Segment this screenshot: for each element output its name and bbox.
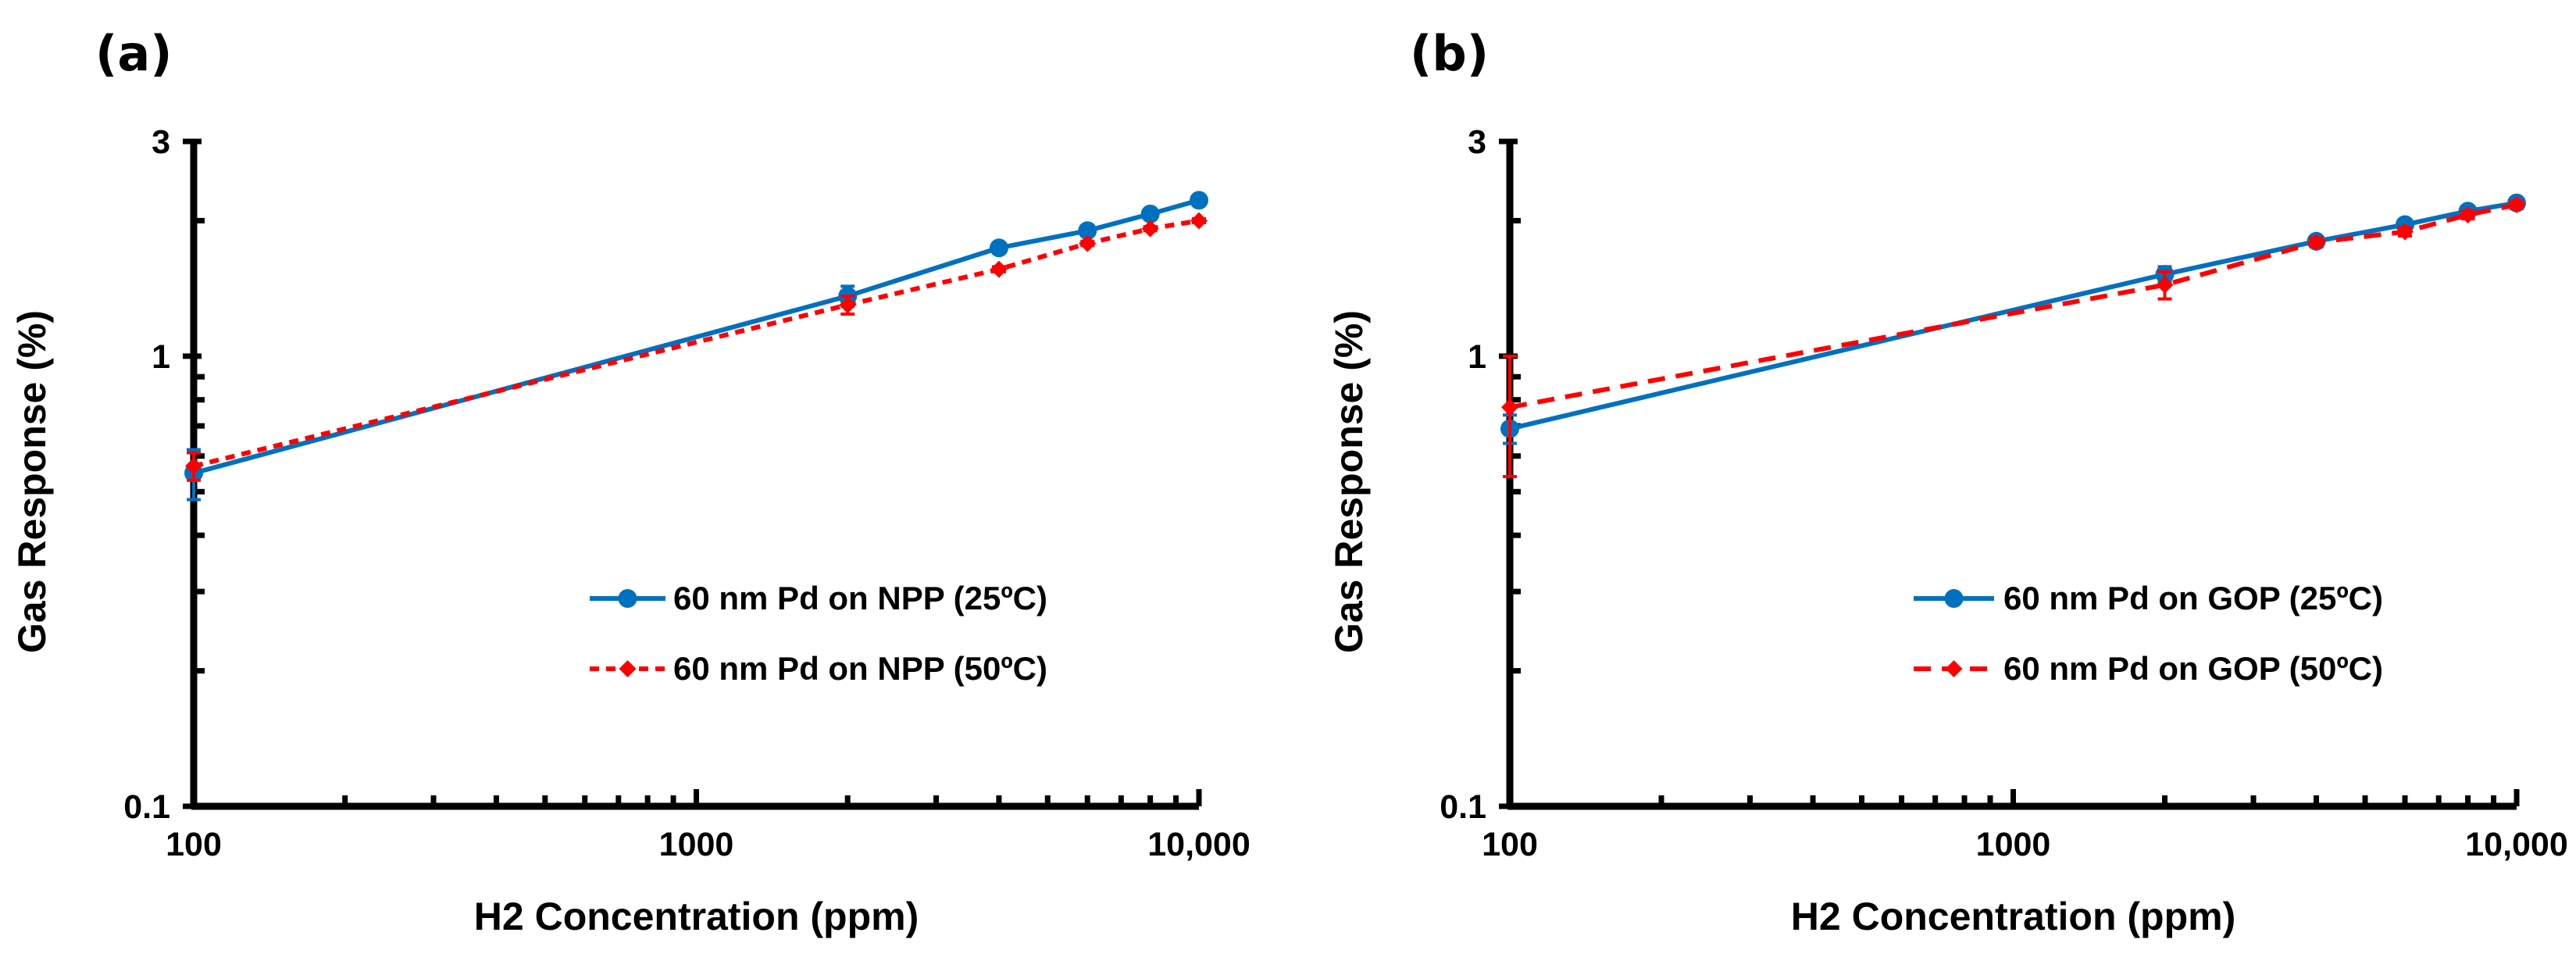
y-tick-label: 0.1 xyxy=(1440,788,1486,826)
panel-label: (a) xyxy=(95,25,173,82)
data-point xyxy=(2508,196,2525,214)
x-axis-title: H2 Concentration (ppm) xyxy=(474,895,919,938)
data-point xyxy=(839,296,857,314)
x-tick-label: 1000 xyxy=(659,826,734,863)
legend-entry: 60 nm Pd on NPP (50ºC) xyxy=(590,650,1047,687)
legend-entry: 60 nm Pd on GOP (50ºC) xyxy=(1914,650,2383,687)
series-line xyxy=(1509,202,2517,410)
legend-marker xyxy=(1945,660,1963,677)
series-line xyxy=(193,218,1200,469)
data-point xyxy=(2459,206,2477,224)
legend-label: 60 nm Pd on NPP (50ºC) xyxy=(673,650,1047,687)
series-line xyxy=(193,198,1200,476)
series-50c xyxy=(1501,196,2525,479)
series-50c xyxy=(185,212,1208,482)
data-point xyxy=(1078,221,1097,241)
legend-marker xyxy=(618,589,637,608)
data-point xyxy=(185,457,202,475)
x-tick-label: 100 xyxy=(166,826,222,863)
y-tick-label: 3 xyxy=(1468,123,1486,161)
x-tick-label: 100 xyxy=(1482,826,1538,863)
data-point xyxy=(990,260,1008,278)
legend-entry: 60 nm Pd on GOP (25ºC) xyxy=(1914,580,2383,616)
data-point xyxy=(1501,398,1518,416)
y-tick-label: 3 xyxy=(152,123,170,161)
x-tick-label: 1000 xyxy=(1976,826,2051,863)
legend-marker xyxy=(1944,589,1964,608)
data-point xyxy=(989,238,1008,258)
series-25c xyxy=(184,191,1208,502)
x-tick-label: 10,000 xyxy=(1147,826,1251,863)
data-point xyxy=(2156,276,2174,294)
legend-label: 60 nm Pd on GOP (50ºC) xyxy=(2003,650,2383,687)
legend-marker xyxy=(619,660,637,677)
series-25c xyxy=(1500,193,2526,445)
legend-label: 60 nm Pd on NPP (25ºC) xyxy=(673,580,1047,616)
y-tick-label: 1 xyxy=(1468,338,1486,376)
x-axis-title: H2 Concentration (ppm) xyxy=(1791,895,2235,938)
data-point xyxy=(1140,204,1160,223)
x-tick-label: 10,000 xyxy=(2465,826,2568,863)
panel-a: (a) 100 1000 10,000 0.1 1 3 H2 Concentration (p… xyxy=(10,25,1251,938)
data-point xyxy=(1079,234,1097,252)
data-point xyxy=(2396,223,2414,241)
y-tick-label: 0.1 xyxy=(123,788,170,826)
panel-b: (b) 100 1000 10,000 0.1 1 3 H2 Concentration (p… xyxy=(1327,25,2568,938)
y-axis-title: Gas Response (%) xyxy=(1327,310,1371,653)
y-tick-label: 1 xyxy=(152,338,170,376)
legend-entry: 60 nm Pd on NPP (25ºC) xyxy=(590,580,1047,616)
legend-label: 60 nm Pd on GOP (25ºC) xyxy=(2003,580,2383,616)
data-point xyxy=(2307,234,2325,252)
y-axis-title: Gas Response (%) xyxy=(10,310,54,653)
data-point xyxy=(1190,212,1208,230)
data-point xyxy=(1141,220,1159,238)
data-point xyxy=(1190,191,1208,210)
panel-label: (b) xyxy=(1410,25,1489,82)
